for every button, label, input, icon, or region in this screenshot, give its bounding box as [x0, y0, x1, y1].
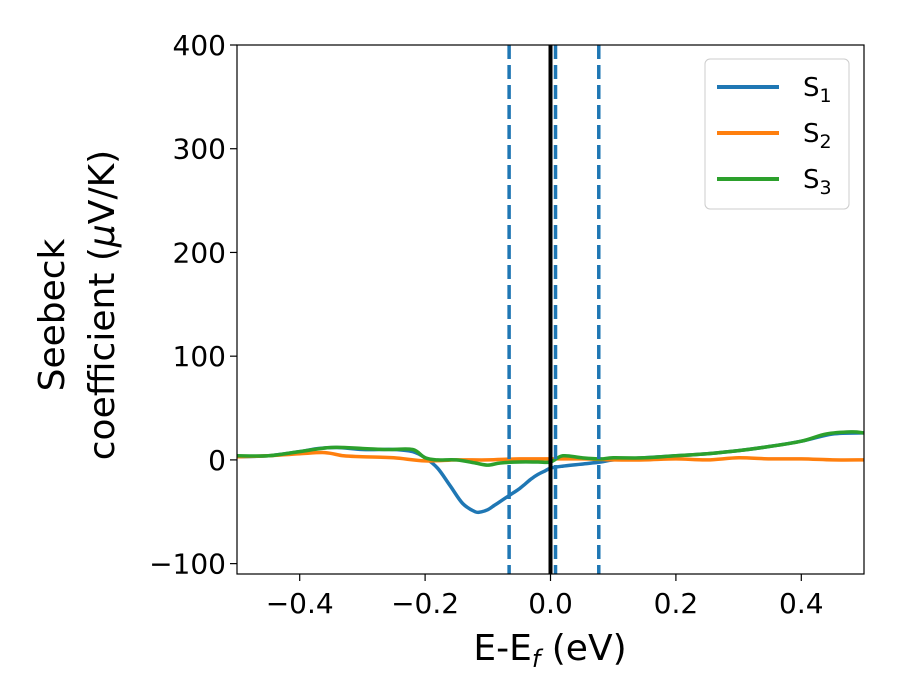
x-tick-label: 0.2 [654, 587, 699, 620]
legend-label-s3: S3 [803, 165, 832, 199]
y-axis-label-line2: coefficient (μV/K) [82, 150, 123, 460]
y-tick-label: 300 [173, 133, 226, 166]
series-line-s3 [237, 430, 864, 467]
legend-label-s1: S1 [803, 73, 832, 107]
x-tick-label: −0.2 [391, 587, 459, 620]
x-tick-label: −0.4 [266, 587, 334, 620]
legend-label-s2: S2 [803, 119, 832, 153]
x-tick-label: 0.4 [779, 587, 824, 620]
legend: S1 S2 S3 [704, 58, 850, 210]
y-tick-label: 400 [173, 29, 226, 62]
y-tick-label: −100 [149, 548, 226, 581]
y-tick-label: 100 [173, 340, 226, 373]
y-axis-label: Seebeck [32, 238, 73, 391]
x-axis-label: E-Ef (eV) [473, 628, 626, 673]
x-tick-label: 0.0 [528, 587, 573, 620]
y-tick-label: 0 [208, 444, 226, 477]
series-line-s2 [237, 450, 864, 463]
y-tick-label: 200 [173, 236, 226, 269]
